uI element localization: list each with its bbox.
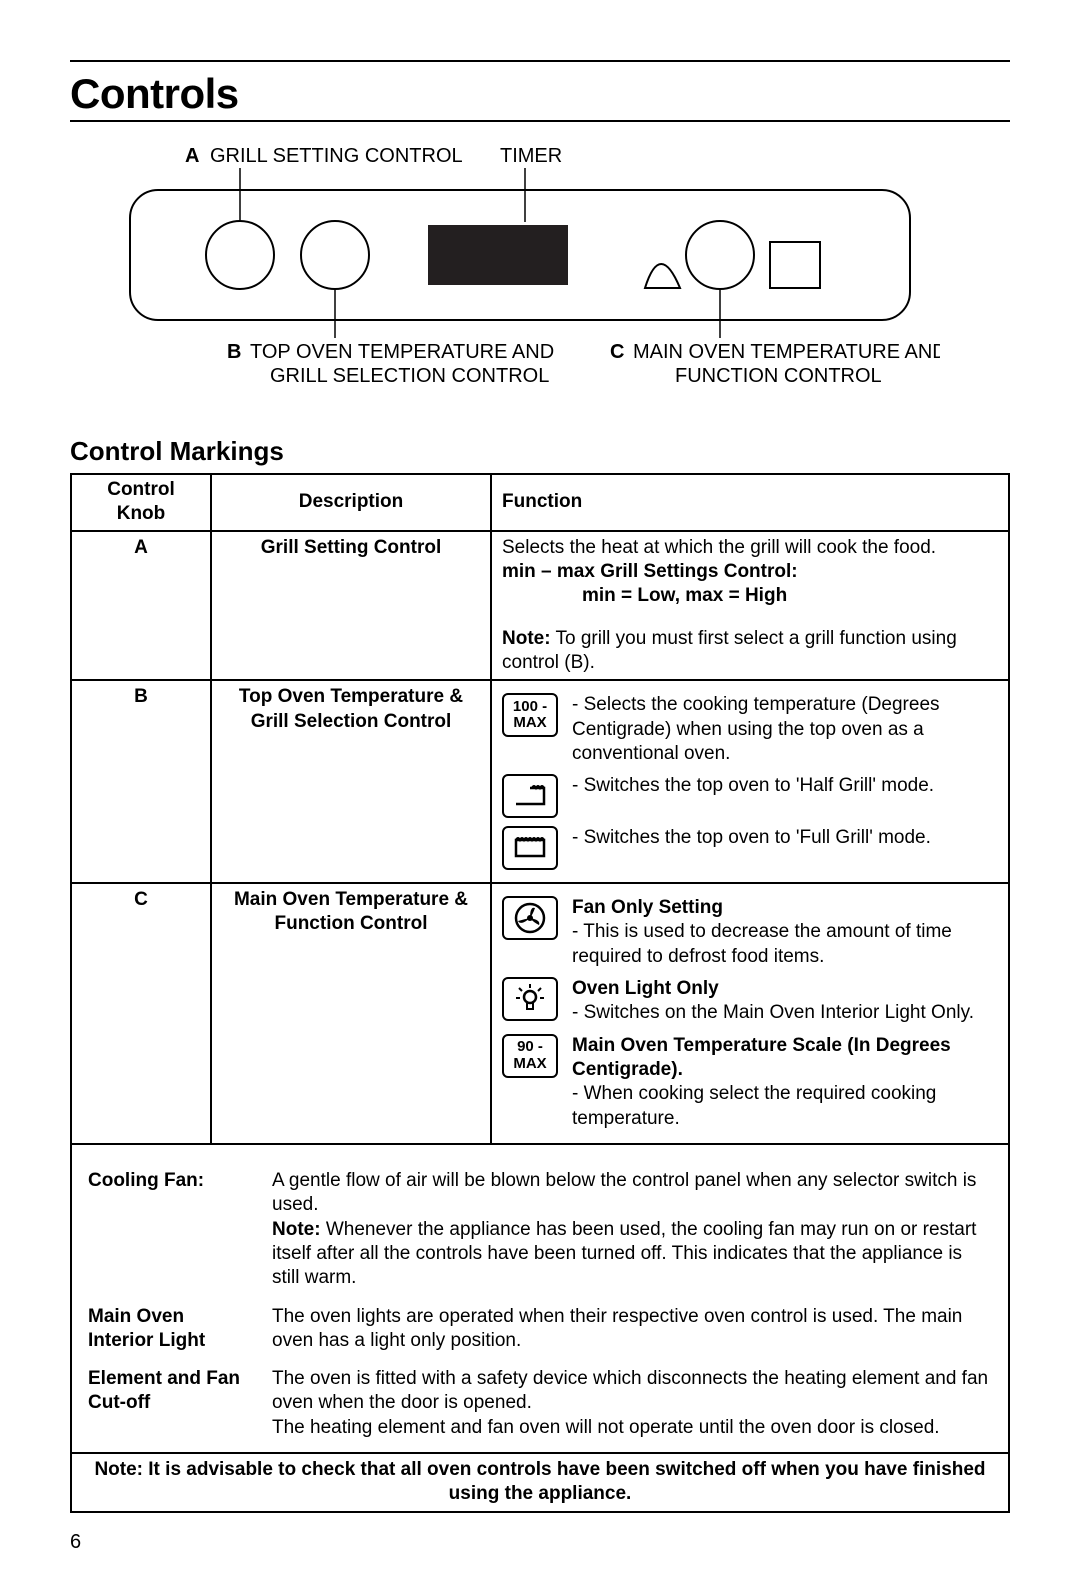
rowA-func-1b: min – max Grill Settings Control: bbox=[502, 561, 798, 582]
rowC-icon3-text: - When cooking select the required cooki… bbox=[572, 1083, 936, 1128]
rowB-func: 100 - MAX - Selects the cooking temperat… bbox=[491, 680, 1009, 883]
rowC-knob: C bbox=[71, 883, 211, 1144]
interior-light-text: The oven lights are operated when their … bbox=[272, 1305, 992, 1354]
row-C: C Main Oven Temperature & Function Contr… bbox=[71, 883, 1009, 1144]
label-B-line2: GRILL SELECTION CONTROL bbox=[270, 365, 549, 387]
timer-display bbox=[428, 225, 568, 285]
diagram-svg: A GRILL SETTING CONTROL TIMER B TOP OVEN… bbox=[120, 140, 940, 430]
header-knob: Control Knob bbox=[71, 474, 211, 531]
page-number: 6 bbox=[70, 1531, 1010, 1554]
final-note: Note: It is advisable to check that all … bbox=[71, 1453, 1009, 1512]
rowC-func: Fan Only Setting - This is used to decre… bbox=[491, 883, 1009, 1144]
panel-symbol-right bbox=[770, 242, 820, 288]
rowA-knob: A bbox=[71, 531, 211, 681]
cutoff-label: Element and Fan Cut-off bbox=[88, 1367, 248, 1440]
label-timer: TIMER bbox=[500, 145, 562, 167]
note-cutoff: Element and Fan Cut-off The oven is fitt… bbox=[88, 1367, 992, 1440]
rowA-desc: Grill Setting Control bbox=[211, 531, 491, 681]
controls-table: Control Knob Description Function A Gril… bbox=[70, 473, 1010, 1513]
note-interior-light: Main Oven Interior Light The oven lights… bbox=[88, 1305, 992, 1354]
icon-100-max: 100 - MAX bbox=[502, 693, 558, 737]
rowB-icon1-text: - Selects the cooking temperature (Degre… bbox=[572, 693, 998, 766]
rowC-icon3-bold: Main Oven Temperature Scale (In Degrees … bbox=[572, 1035, 951, 1080]
header-desc: Description bbox=[211, 474, 491, 531]
note-cooling-fan: Cooling Fan: A gentle flow of air will b… bbox=[88, 1169, 992, 1291]
page-title: Controls bbox=[70, 70, 1010, 118]
cutoff-text1: The oven is fitted with a safety device … bbox=[272, 1368, 988, 1413]
label-B-line1: TOP OVEN TEMPERATURE AND bbox=[250, 341, 554, 363]
rowB-desc: Top Oven Temperature & Grill Selection C… bbox=[211, 680, 491, 883]
rowB-knob: B bbox=[71, 680, 211, 883]
rowC-desc: Main Oven Temperature & Function Control bbox=[211, 883, 491, 1144]
cooling-fan-text2: Whenever the appliance has been used, th… bbox=[272, 1219, 976, 1289]
label-A-text: GRILL SETTING CONTROL bbox=[210, 145, 463, 167]
rowA-func-1c: min = Low, max = High bbox=[582, 585, 787, 606]
knob-A bbox=[206, 221, 274, 289]
cooling-fan-text1: A gentle flow of air will be blown below… bbox=[272, 1170, 976, 1215]
cutoff-text2: The heating element and fan oven will no… bbox=[272, 1417, 940, 1438]
rowA-func-1a: Selects the heat at which the grill will… bbox=[502, 537, 936, 558]
fan-icon bbox=[502, 896, 558, 940]
light-icon bbox=[502, 977, 558, 1021]
knob-B bbox=[301, 221, 369, 289]
cooling-fan-label: Cooling Fan: bbox=[88, 1169, 248, 1291]
header-func: Function bbox=[491, 474, 1009, 531]
label-B-letter: B bbox=[227, 341, 241, 363]
title-bar: Controls bbox=[70, 60, 1010, 122]
table-header-row: Control Knob Description Function bbox=[71, 474, 1009, 531]
rowC-icon1-bold: Fan Only Setting bbox=[572, 897, 723, 918]
rowC-icon1-text: - This is used to decrease the amount of… bbox=[572, 921, 952, 966]
rowC-icon2-bold: Oven Light Only bbox=[572, 978, 719, 999]
rowC-icon2-text: - Switches on the Main Oven Interior Lig… bbox=[572, 1002, 974, 1023]
interior-light-label: Main Oven Interior Light bbox=[88, 1305, 248, 1354]
full-grill-icon bbox=[502, 826, 558, 870]
label-C-line2: FUNCTION CONTROL bbox=[675, 365, 882, 387]
rowA-note-bold: Note: bbox=[502, 628, 551, 649]
knob-C bbox=[686, 221, 754, 289]
half-grill-icon bbox=[502, 774, 558, 818]
section-heading: Control Markings bbox=[70, 436, 1010, 467]
label-A-letter: A bbox=[185, 145, 199, 167]
row-B: B Top Oven Temperature & Grill Selection… bbox=[71, 680, 1009, 883]
rowB-icon2-text: - Switches the top oven to 'Half Grill' … bbox=[572, 774, 998, 798]
label-C-line1: MAIN OVEN TEMPERATURE AND bbox=[633, 341, 940, 363]
rowA-note-rest: To grill you must first select a grill f… bbox=[502, 628, 957, 673]
cooling-fan-note-bold: Note: bbox=[272, 1219, 321, 1240]
controls-diagram: A GRILL SETTING CONTROL TIMER B TOP OVEN… bbox=[120, 140, 1010, 430]
panel-symbol-left bbox=[645, 264, 680, 288]
icon-90-max: 90 - MAX bbox=[502, 1034, 558, 1078]
rowA-func: Selects the heat at which the grill will… bbox=[491, 531, 1009, 681]
row-A: A Grill Setting Control Selects the heat… bbox=[71, 531, 1009, 681]
final-note-row: Note: It is advisable to check that all … bbox=[71, 1453, 1009, 1512]
notes-row: Cooling Fan: A gentle flow of air will b… bbox=[71, 1144, 1009, 1453]
rowB-icon3-text: - Switches the top oven to 'Full Grill' … bbox=[572, 826, 998, 850]
label-C-letter: C bbox=[610, 341, 624, 363]
